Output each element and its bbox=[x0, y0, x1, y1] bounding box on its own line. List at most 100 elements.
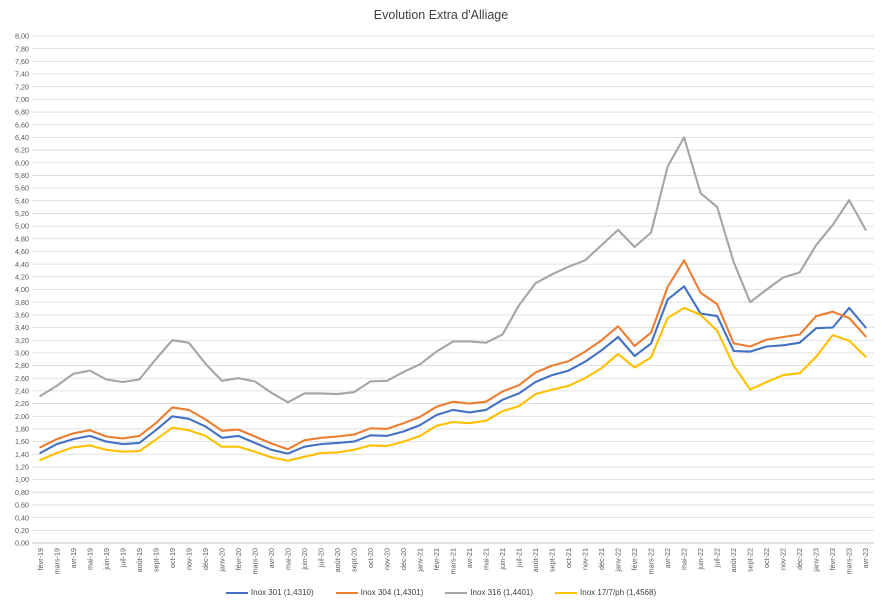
x-tick-label: oct-20 bbox=[366, 548, 375, 568]
y-tick-label: 2,00 bbox=[15, 412, 29, 421]
legend-swatch bbox=[335, 591, 358, 594]
x-tick-label: sept-19 bbox=[151, 548, 160, 572]
y-tick-label: 5,80 bbox=[15, 171, 29, 180]
legend-label: Inox 301 (1,4310) bbox=[250, 588, 314, 597]
x-tick-label: mai-22 bbox=[680, 548, 689, 570]
x-tick-label: janv-23 bbox=[812, 548, 821, 573]
legend-item-4: Inox 17/7/ph (1,4568) bbox=[555, 588, 656, 597]
x-tick-label: juin-19 bbox=[102, 548, 111, 571]
x-tick-label: mai-19 bbox=[85, 548, 94, 570]
y-tick-label: 2,60 bbox=[15, 374, 29, 383]
x-tick-label: août-22 bbox=[729, 548, 738, 572]
x-tick-label: nov-19 bbox=[184, 548, 193, 570]
x-tick-label: oct-19 bbox=[168, 548, 177, 568]
x-tick-label: nov-22 bbox=[779, 548, 788, 570]
series-line-2 bbox=[39, 259, 867, 451]
x-tick-label: mars-22 bbox=[647, 548, 656, 574]
y-axis-labels: 0,00 0,20 0,40 0,60 0,80 1,00 1,20 1,40 1,60 1,80… bbox=[15, 32, 29, 548]
y-tick-label: 3,40 bbox=[15, 323, 29, 332]
y-tick-label: 4,00 bbox=[15, 285, 29, 294]
x-tick-label: sept-22 bbox=[746, 548, 755, 572]
y-tick-label: 8,00 bbox=[15, 32, 29, 41]
x-tick-label: nov-20 bbox=[382, 548, 391, 570]
x-tick-label: févr-20 bbox=[234, 548, 243, 570]
chart-title: Evolution Extra d'Alliage bbox=[373, 8, 509, 22]
y-tick-label: 1,80 bbox=[15, 425, 29, 434]
y-tick-label: 4,40 bbox=[15, 260, 29, 269]
x-tick-label: mars-21 bbox=[449, 548, 458, 574]
x-tick-label: févr-21 bbox=[432, 548, 441, 570]
x-tick-label: févr-22 bbox=[630, 548, 639, 570]
y-tick-label: 3,20 bbox=[15, 336, 29, 345]
y-tick-label: 0,80 bbox=[15, 488, 29, 497]
y-tick-label: 3,00 bbox=[15, 348, 29, 357]
x-axis-labels: févr-19 mars-19 avr-19 mai-19 juin-19 juil-19… bbox=[36, 548, 870, 574]
x-tick-label: janv-22 bbox=[614, 548, 623, 573]
y-tick-label: 7,80 bbox=[15, 44, 29, 53]
y-tick-label: 4,60 bbox=[15, 247, 29, 256]
x-tick-label: juin-22 bbox=[696, 548, 705, 571]
x-tick-label: mai-21 bbox=[482, 548, 491, 570]
x-tick-label: sept-20 bbox=[349, 548, 358, 572]
x-tick-label: août-21 bbox=[531, 548, 540, 572]
x-tick-label: mars-23 bbox=[845, 548, 854, 574]
y-gridlines bbox=[32, 35, 874, 544]
x-tick-label: juin-21 bbox=[498, 548, 507, 571]
legend-item-1: Inox 301 (1,4310) bbox=[225, 588, 314, 597]
legend-item-2: Inox 304 (1,4301) bbox=[335, 588, 424, 597]
x-tick-label: juil-20 bbox=[316, 548, 325, 568]
y-tick-label: 0,60 bbox=[15, 501, 29, 510]
y-tick-label: 1,60 bbox=[15, 437, 29, 446]
legend-swatch bbox=[445, 591, 468, 594]
y-tick-label: 5,00 bbox=[15, 222, 29, 231]
y-tick-label: 1,20 bbox=[15, 463, 29, 472]
x-tick-label: avr-20 bbox=[267, 548, 276, 568]
series-line-3 bbox=[39, 136, 867, 404]
series-line-4 bbox=[39, 306, 867, 462]
y-tick-label: 3,60 bbox=[15, 310, 29, 319]
legend-label: Inox 304 (1,4301) bbox=[360, 588, 424, 597]
x-tick-label: août-20 bbox=[333, 548, 342, 572]
legend-swatch bbox=[225, 591, 248, 594]
y-tick-label: 1,40 bbox=[15, 450, 29, 459]
series-line-1 bbox=[39, 285, 867, 455]
y-tick-label: 5,60 bbox=[15, 184, 29, 193]
x-tick-label: déc-21 bbox=[597, 548, 606, 570]
x-tick-label: juil-21 bbox=[515, 548, 524, 568]
x-tick-label: juil-22 bbox=[713, 548, 722, 568]
x-tick-label: janv-20 bbox=[217, 548, 226, 573]
y-tick-label: 2,40 bbox=[15, 387, 29, 396]
x-tick-label: mars-19 bbox=[52, 548, 61, 574]
x-tick-label: avr-21 bbox=[465, 548, 474, 568]
y-tick-label: 2,20 bbox=[15, 399, 29, 408]
x-tick-label: juin-20 bbox=[300, 548, 309, 571]
x-tick-label: janv-21 bbox=[415, 548, 424, 573]
x-tick-label: nov-21 bbox=[581, 548, 590, 570]
legend-label: Inox 316 (1,4401) bbox=[470, 588, 534, 597]
x-tick-label: déc-19 bbox=[201, 548, 210, 570]
x-tick-label: juil-19 bbox=[118, 548, 127, 568]
y-tick-label: 6,80 bbox=[15, 108, 29, 117]
chart-legend: Inox 301 (1,4310) Inox 304 (1,4301) Inox 3… bbox=[0, 588, 882, 597]
legend-swatch bbox=[555, 591, 578, 594]
x-tick-label: avr-22 bbox=[663, 548, 672, 568]
y-tick-label: 0,00 bbox=[15, 539, 29, 548]
y-tick-label: 2,80 bbox=[15, 361, 29, 370]
y-tick-label: 7,00 bbox=[15, 95, 29, 104]
y-tick-label: 6,60 bbox=[15, 120, 29, 129]
x-tick-label: mai-20 bbox=[283, 548, 292, 570]
x-tick-label: déc-22 bbox=[795, 548, 804, 570]
y-tick-label: 6,20 bbox=[15, 146, 29, 155]
x-tick-label: août-19 bbox=[135, 548, 144, 572]
y-tick-label: 6,00 bbox=[15, 158, 29, 167]
x-tick-label: sept-21 bbox=[548, 548, 557, 572]
y-tick-label: 6,40 bbox=[15, 133, 29, 142]
y-tick-label: 7,60 bbox=[15, 57, 29, 66]
y-tick-label: 7,20 bbox=[15, 82, 29, 91]
x-tick-label: avr-19 bbox=[69, 548, 78, 568]
legend-label: Inox 17/7/ph (1,4568) bbox=[580, 588, 657, 597]
y-tick-label: 3,80 bbox=[15, 298, 29, 307]
x-tick-label: déc-20 bbox=[399, 548, 408, 570]
